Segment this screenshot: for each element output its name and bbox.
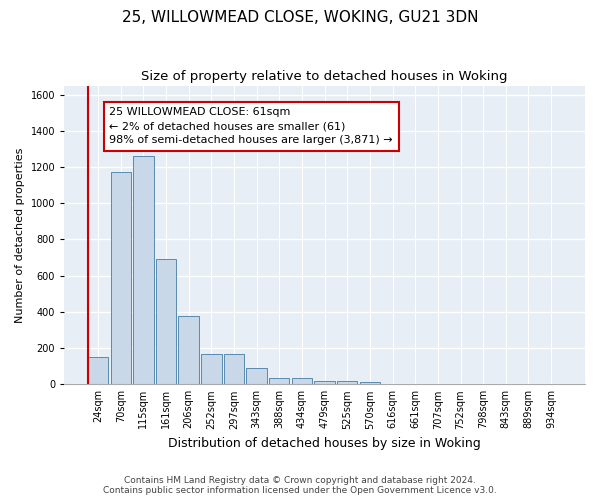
Bar xyxy=(292,378,312,384)
Bar xyxy=(247,368,267,384)
Bar xyxy=(314,380,335,384)
Bar xyxy=(156,260,176,384)
X-axis label: Distribution of detached houses by size in Woking: Distribution of detached houses by size … xyxy=(168,437,481,450)
Bar xyxy=(201,354,221,384)
Bar xyxy=(269,378,289,384)
Y-axis label: Number of detached properties: Number of detached properties xyxy=(15,147,25,322)
Bar xyxy=(110,172,131,384)
Bar xyxy=(133,156,154,384)
Bar xyxy=(224,354,244,384)
Text: 25 WILLOWMEAD CLOSE: 61sqm
← 2% of detached houses are smaller (61)
98% of semi-: 25 WILLOWMEAD CLOSE: 61sqm ← 2% of detac… xyxy=(109,108,393,146)
Title: Size of property relative to detached houses in Woking: Size of property relative to detached ho… xyxy=(142,70,508,83)
Bar xyxy=(337,380,358,384)
Text: 25, WILLOWMEAD CLOSE, WOKING, GU21 3DN: 25, WILLOWMEAD CLOSE, WOKING, GU21 3DN xyxy=(122,10,478,25)
Bar xyxy=(178,316,199,384)
Text: Contains HM Land Registry data © Crown copyright and database right 2024.
Contai: Contains HM Land Registry data © Crown c… xyxy=(103,476,497,495)
Bar xyxy=(88,357,108,384)
Bar xyxy=(360,382,380,384)
